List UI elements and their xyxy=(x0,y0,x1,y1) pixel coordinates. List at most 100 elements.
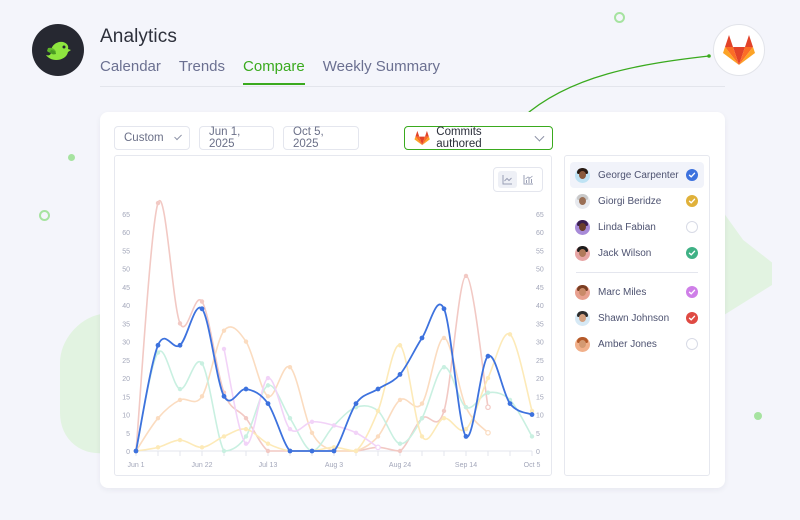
person-row[interactable]: Marc Miles xyxy=(570,279,704,305)
data-point[interactable] xyxy=(265,401,271,406)
data-point[interactable] xyxy=(529,412,535,417)
data-point[interactable] xyxy=(529,408,535,414)
data-point[interactable] xyxy=(375,444,381,451)
data-point[interactable] xyxy=(199,361,205,366)
data-point[interactable] xyxy=(507,401,513,406)
data-point[interactable] xyxy=(485,353,491,359)
data-point[interactable] xyxy=(243,434,249,439)
data-point[interactable] xyxy=(485,390,491,395)
data-point[interactable] xyxy=(441,408,447,414)
data-point[interactable] xyxy=(309,448,315,454)
data-point[interactable] xyxy=(309,430,315,435)
data-point[interactable] xyxy=(463,426,469,432)
check-toggle[interactable] xyxy=(686,247,698,259)
data-point[interactable] xyxy=(243,386,249,392)
data-point[interactable] xyxy=(441,364,447,370)
data-point[interactable] xyxy=(287,415,293,421)
check-toggle[interactable] xyxy=(686,286,698,298)
data-point[interactable] xyxy=(155,342,161,348)
tab-weekly-summary[interactable]: Weekly Summary xyxy=(322,58,440,75)
check-toggle[interactable] xyxy=(686,312,698,324)
data-point[interactable] xyxy=(485,429,491,436)
data-point[interactable] xyxy=(375,386,381,392)
data-point[interactable] xyxy=(419,434,425,439)
data-point[interactable] xyxy=(265,441,271,446)
data-point[interactable] xyxy=(243,426,249,432)
data-point[interactable] xyxy=(353,401,359,406)
data-point[interactable] xyxy=(221,393,227,399)
data-point[interactable] xyxy=(331,423,337,428)
check-toggle[interactable] xyxy=(686,338,698,350)
start-date-input[interactable]: Jun 1, 2025 xyxy=(199,126,274,150)
check-toggle[interactable] xyxy=(686,169,698,181)
line-chart-button[interactable] xyxy=(498,171,517,188)
data-point[interactable] xyxy=(177,342,183,348)
data-point[interactable] xyxy=(529,434,535,439)
range-select[interactable]: Custom xyxy=(114,126,190,150)
data-point[interactable] xyxy=(177,321,183,326)
data-point[interactable] xyxy=(463,273,469,279)
data-point[interactable] xyxy=(155,350,161,355)
check-toggle[interactable] xyxy=(686,195,698,207)
data-point[interactable] xyxy=(397,397,403,403)
data-point[interactable] xyxy=(507,332,513,337)
data-point[interactable] xyxy=(199,394,205,399)
data-point[interactable] xyxy=(221,328,227,333)
gitlab-integration-badge[interactable] xyxy=(713,24,765,76)
data-point[interactable] xyxy=(397,448,403,454)
data-point[interactable] xyxy=(441,306,447,312)
metric-select[interactable]: Commits authored xyxy=(404,126,553,150)
data-point[interactable] xyxy=(243,441,249,446)
data-point[interactable] xyxy=(221,434,227,439)
data-point[interactable] xyxy=(265,394,271,399)
data-point[interactable] xyxy=(177,397,183,403)
data-point[interactable] xyxy=(441,335,447,341)
data-point[interactable] xyxy=(353,430,359,435)
data-point[interactable] xyxy=(243,415,249,421)
data-point[interactable] xyxy=(375,408,381,414)
data-point[interactable] xyxy=(155,445,161,450)
data-point[interactable] xyxy=(375,434,381,439)
data-point[interactable] xyxy=(133,448,139,454)
end-date-input[interactable]: Oct 5, 2025 xyxy=(283,126,359,150)
data-point[interactable] xyxy=(309,419,315,425)
data-point[interactable] xyxy=(419,335,425,341)
data-point[interactable] xyxy=(485,375,491,381)
data-point[interactable] xyxy=(199,299,205,304)
bar-chart-button[interactable] xyxy=(519,171,538,188)
data-point[interactable] xyxy=(331,448,337,454)
data-point[interactable] xyxy=(463,434,469,439)
person-row[interactable]: Shawn Johnson xyxy=(570,305,704,331)
data-point[interactable] xyxy=(397,343,403,348)
data-point[interactable] xyxy=(177,386,183,392)
person-row[interactable]: Amber Jones xyxy=(570,331,704,357)
data-point[interactable] xyxy=(287,426,293,432)
data-point[interactable] xyxy=(463,405,469,410)
data-point[interactable] xyxy=(243,339,249,344)
person-row[interactable]: George Carpenter xyxy=(570,162,704,188)
tab-compare[interactable]: Compare xyxy=(243,56,305,85)
tab-calendar[interactable]: Calendar xyxy=(100,58,161,75)
data-point[interactable] xyxy=(265,448,271,454)
data-point[interactable] xyxy=(199,445,205,450)
data-point[interactable] xyxy=(265,383,271,388)
person-row[interactable]: Giorgi Beridze xyxy=(570,188,704,214)
person-row[interactable]: Linda Fabian xyxy=(570,214,704,240)
data-point[interactable] xyxy=(155,415,161,421)
data-point[interactable] xyxy=(441,415,447,421)
data-point[interactable] xyxy=(419,401,425,406)
data-point[interactable] xyxy=(353,448,359,454)
data-point[interactable] xyxy=(397,372,403,377)
data-point[interactable] xyxy=(287,364,293,370)
data-point[interactable] xyxy=(221,448,227,454)
data-point[interactable] xyxy=(199,306,205,312)
data-point[interactable] xyxy=(265,375,271,381)
check-toggle[interactable] xyxy=(686,221,698,233)
data-point[interactable] xyxy=(221,346,227,352)
tab-trends[interactable]: Trends xyxy=(178,58,226,75)
data-point[interactable] xyxy=(287,448,293,454)
data-point[interactable] xyxy=(155,200,161,206)
person-row[interactable]: Jack Wilson xyxy=(570,240,704,266)
data-point[interactable] xyxy=(177,437,183,443)
data-point[interactable] xyxy=(397,441,403,446)
